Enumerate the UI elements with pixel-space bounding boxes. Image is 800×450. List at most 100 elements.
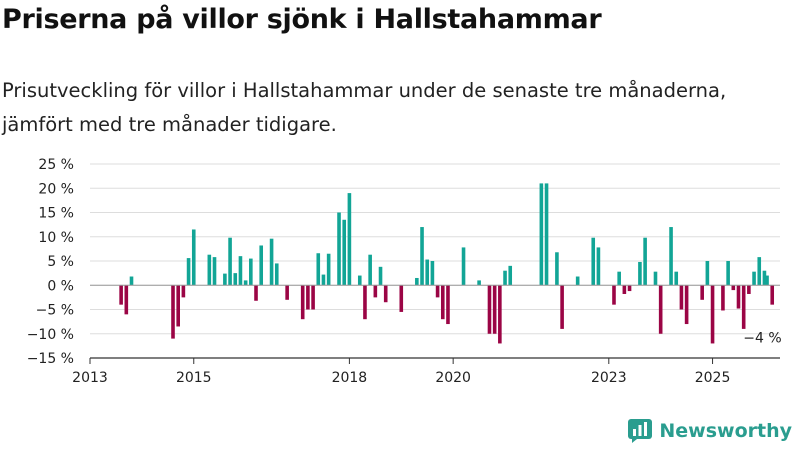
x-tick-label: 2025 (695, 370, 731, 386)
data-bar (555, 252, 559, 286)
data-bar (487, 285, 492, 334)
y-tick-label: −5 % (36, 303, 74, 319)
data-bar (575, 276, 580, 286)
data-bar (342, 219, 347, 286)
data-bar (446, 285, 450, 325)
data-bar (684, 285, 689, 325)
data-bar (212, 257, 217, 286)
data-bar (176, 285, 180, 327)
data-bar (425, 259, 430, 286)
bar-layer (119, 183, 775, 344)
y-tick-label: 20 % (38, 181, 74, 197)
label-layer: 25 % 20 % 15 % 10 % 5 % 0 % −5 % −10 % −15 % 2013… (27, 157, 782, 386)
data-bar (420, 227, 424, 286)
data-bar (679, 285, 684, 310)
data-bar (492, 285, 497, 334)
data-bar (731, 285, 736, 291)
data-bar (269, 238, 274, 286)
data-bar (539, 183, 544, 286)
data-bar (560, 285, 564, 329)
data-bar (171, 285, 175, 339)
bar-chart: 25 % 20 % 15 % 10 % 5 % 0 % −5 % −10 % −15 % 2013… (27, 157, 782, 386)
y-tick-label: −15 % (27, 351, 74, 367)
data-bar (765, 275, 769, 286)
data-bar (770, 285, 775, 305)
data-bar (181, 285, 186, 298)
data-bar (243, 280, 248, 286)
data-bar (223, 273, 227, 286)
data-bar (399, 285, 404, 312)
data-bar (249, 258, 253, 286)
data-bar (544, 183, 549, 286)
data-bar (368, 254, 372, 286)
data-bar (357, 275, 362, 286)
data-bar (373, 285, 378, 298)
y-tick-label: 5 % (47, 254, 74, 270)
data-bar (207, 254, 212, 286)
chart-title: Priserna på villor sjönk i Hallstahammar (2, 4, 602, 35)
y-tick-label: 15 % (38, 206, 74, 222)
newsworthy-logo-icon (628, 419, 653, 443)
data-bar (710, 285, 715, 344)
data-bar (596, 247, 601, 286)
data-bar (705, 261, 710, 286)
data-bar (383, 285, 388, 303)
data-bar (347, 193, 352, 286)
data-bar (721, 285, 725, 311)
data-bar (736, 285, 741, 309)
data-bar (378, 266, 383, 286)
brand-name: Newsworthy (659, 420, 792, 442)
data-bar (440, 285, 445, 320)
data-bar (498, 285, 502, 344)
axis-layer (89, 284, 780, 364)
data-bar (658, 285, 663, 334)
data-bar (321, 274, 326, 286)
data-bar (228, 237, 232, 286)
chart-subtitle: Prisutveckling för villor i Hallstahamma… (2, 79, 727, 136)
data-bar (274, 263, 279, 286)
data-bar (259, 245, 264, 286)
data-bar (306, 285, 310, 310)
data-bar (762, 270, 767, 286)
annotation-label: −4 % (743, 331, 781, 347)
data-bar (430, 261, 435, 286)
data-bar (415, 277, 419, 286)
x-tick-label: 2015 (176, 370, 212, 386)
y-tick-label: 0 % (47, 278, 74, 294)
y-tick-label: 10 % (38, 230, 74, 246)
data-bar (674, 271, 679, 286)
data-bar (508, 265, 513, 286)
data-bar (129, 276, 134, 286)
data-bar (191, 229, 196, 286)
data-bar (747, 285, 751, 294)
data-bar (752, 271, 756, 286)
x-tick-label: 2018 (332, 370, 368, 386)
data-bar (337, 212, 341, 286)
data-bar (477, 280, 481, 286)
data-bar (435, 285, 440, 298)
data-bar (617, 271, 621, 286)
data-bar (316, 253, 321, 286)
data-bar (653, 271, 658, 286)
data-bar (285, 285, 289, 300)
y-tick-label: −10 % (27, 327, 74, 343)
data-bar (643, 237, 647, 286)
data-bar (363, 285, 367, 320)
data-bar (700, 285, 704, 300)
data-bar (300, 285, 305, 320)
data-bar (238, 256, 243, 286)
x-tick-label: 2013 (72, 370, 108, 386)
data-bar (311, 285, 315, 310)
brand-logo: Newsworthy (627, 418, 792, 444)
data-bar (612, 285, 616, 305)
data-bar (119, 285, 123, 305)
x-tick-label: 2020 (435, 370, 471, 386)
x-tick-label: 2023 (591, 370, 627, 386)
data-bar (503, 270, 507, 286)
data-bar (757, 257, 762, 286)
y-tick-label: 25 % (38, 157, 74, 173)
data-bar (461, 247, 466, 286)
data-bar (627, 285, 632, 292)
data-bar (741, 285, 746, 329)
data-bar (186, 258, 191, 286)
